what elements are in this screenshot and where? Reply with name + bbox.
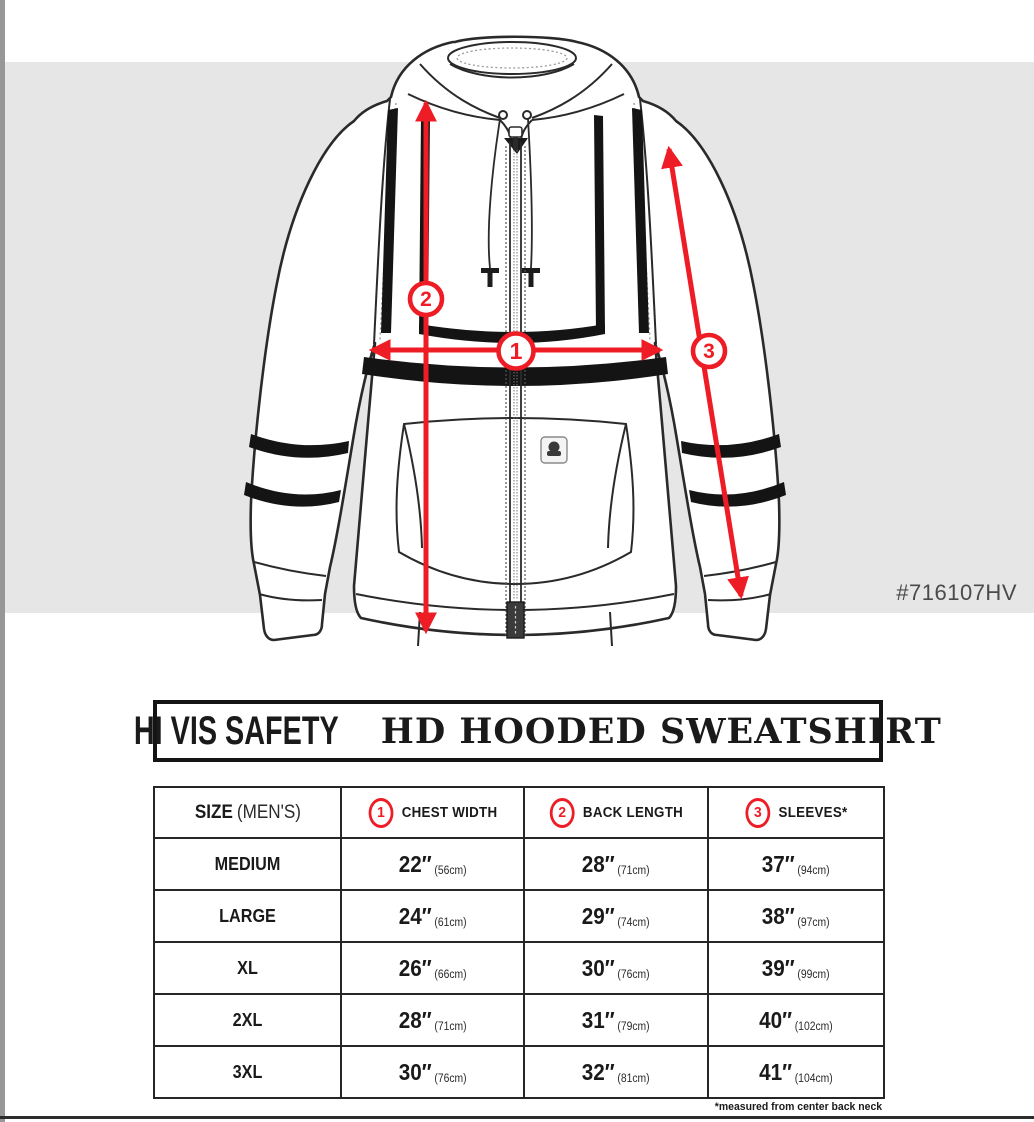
back-length-header: 2 BACK LENGTH — [523, 786, 709, 839]
kangaroo-pocket — [395, 417, 635, 586]
back-inches: 29″ — [582, 902, 616, 929]
table-row: LARGE 24″ (61cm) 29″ (74cm) 38″ (97cm) — [153, 889, 885, 943]
back-cm: (71cm) — [617, 864, 650, 877]
sleeve-inches: 40″ — [759, 1006, 793, 1033]
size-name: XL — [237, 957, 258, 978]
zipper-tab — [513, 137, 518, 150]
marker-2-label: 2 — [420, 288, 432, 311]
table-row: 2XL 28″ (71cm) 31″ (79cm) 40″ (102cm) — [153, 993, 885, 1047]
table-row: XL 26″ (66cm) 30″ (76cm) 39″ (99cm) — [153, 941, 885, 995]
sleeve-cm: (102cm) — [794, 1020, 833, 1033]
chest-inches: 22″ — [398, 850, 432, 877]
sleeve-cm: (104cm) — [794, 1072, 833, 1085]
back-inches: 28″ — [582, 850, 616, 877]
product-code: #716107HV — [896, 580, 1017, 605]
chest-width-header: 1 CHEST WIDTH — [340, 786, 525, 839]
sleeve-cm: (99cm) — [797, 968, 830, 981]
zipper-bottom-stop — [506, 601, 525, 639]
chest-cm: (56cm) — [434, 864, 467, 877]
size-name: LARGE — [219, 905, 276, 926]
sleeve-cm: (94cm) — [797, 864, 830, 877]
title-box: HI VIS SAFETY HD HOODED SWEATSHIRT — [134, 700, 941, 762]
measurement-markers: 1 2 3 — [407, 280, 728, 371]
size-name: 3XL — [232, 1061, 263, 1082]
sleeves-label: SLEEVES* — [778, 804, 848, 821]
cord-aglet — [481, 268, 499, 287]
marker-3-circle — [690, 332, 728, 370]
table-row: 3XL 30″ (76cm) 32″ (81cm) 41″ (104cm) — [153, 1045, 885, 1099]
chest-width-label: CHEST WIDTH — [401, 804, 497, 821]
chest-cm: (61cm) — [434, 916, 467, 929]
size-sublabel: (MEN'S) — [236, 801, 301, 823]
sleeve-inches: 41″ — [759, 1058, 793, 1085]
chest-inches: 24″ — [398, 902, 432, 929]
zipper-pull — [508, 126, 523, 138]
marker-3-label: 3 — [703, 340, 715, 363]
back-inches: 32″ — [582, 1058, 616, 1085]
title-brand: HI VIS SAFETY — [134, 708, 339, 753]
size-label: SIZE — [194, 801, 233, 823]
marker-2-circle — [407, 280, 445, 318]
back-cm: (74cm) — [617, 916, 650, 929]
drawcords — [481, 118, 540, 287]
size-name: MEDIUM — [214, 853, 281, 874]
bottom-divider — [0, 1116, 1034, 1119]
chest-inches: 28″ — [398, 1006, 432, 1033]
table-header-row: SIZE (MEN'S) 1 CHEST WIDTH 2 BACK LENGTH… — [153, 786, 885, 839]
chest-cm: (76cm) — [434, 1072, 467, 1085]
back-cm: (79cm) — [617, 1020, 650, 1033]
table-row: MEDIUM 22″ (56cm) 28″ (71cm) 37″ (94cm) — [153, 837, 885, 891]
left-edge-bar — [0, 0, 5, 1122]
sleeve-arrow — [661, 145, 749, 600]
sleeve-inches: 37″ — [762, 850, 796, 877]
back-cm: (76cm) — [617, 968, 650, 981]
chest-inches: 26″ — [398, 954, 432, 981]
chest-inches: 30″ — [398, 1058, 432, 1085]
back-inches: 30″ — [582, 954, 616, 981]
chest-cm: (66cm) — [434, 968, 467, 981]
size-table: SIZE (MEN'S) 1 CHEST WIDTH 2 BACK LENGTH… — [153, 786, 885, 1099]
sleeve-cm: (97cm) — [797, 916, 830, 929]
chest-cm: (71cm) — [434, 1020, 467, 1033]
zipper — [505, 126, 526, 639]
title-product: HD HOODED SWEATSHIRT — [380, 710, 942, 752]
back-length-label: BACK LENGTH — [582, 804, 683, 821]
marker-3-badge: 3 — [744, 797, 770, 828]
size-column-header: SIZE (MEN'S) — [153, 786, 342, 839]
marker-1-label: 1 — [510, 338, 523, 364]
sleeve-inches: 39″ — [762, 954, 796, 981]
size-name: 2XL — [232, 1009, 263, 1030]
logo-patch — [540, 436, 568, 464]
marker-2-badge: 2 — [549, 797, 575, 828]
cord-aglet — [522, 268, 540, 287]
sleeve-inches: 38″ — [762, 902, 796, 929]
hoodie-measurement-diagram: 1 2 3 — [244, 35, 786, 647]
back-inches: 31″ — [582, 1006, 616, 1033]
marker-1-badge: 1 — [368, 797, 393, 828]
marker-1-circle — [496, 331, 536, 371]
back-cm: (81cm) — [617, 1072, 650, 1085]
measurement-footnote: *measured from center back neck — [714, 1101, 882, 1113]
sleeves-header: 3 SLEEVES* — [707, 786, 885, 839]
